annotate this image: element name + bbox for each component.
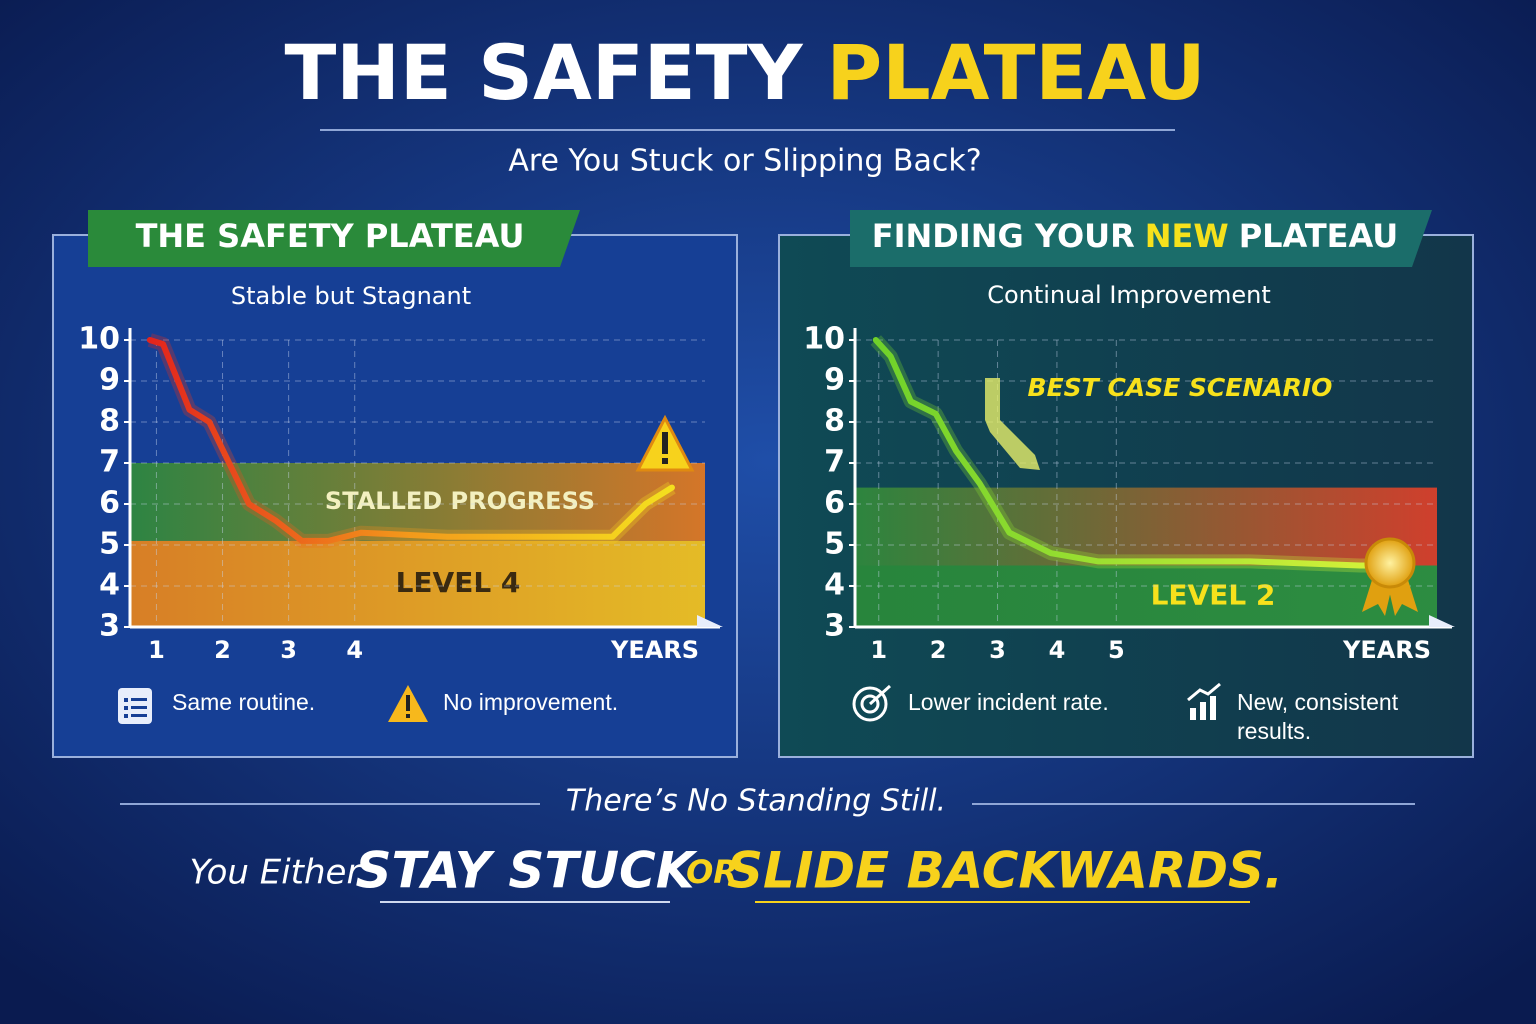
warning-icon [388, 685, 428, 722]
y-tick-label: 10 [78, 322, 120, 357]
target-icon [852, 684, 892, 722]
axis-arrow [697, 615, 723, 627]
line [872, 337, 1393, 569]
title-part: THE SAFETY [284, 28, 803, 117]
line [146, 337, 675, 544]
note: Same routine. [172, 689, 316, 715]
band-label: LEVEL 2 [1151, 578, 1276, 611]
note: Lower incident rate. [908, 689, 1109, 715]
x-axis-label: YEARS [610, 636, 699, 664]
tagline: There’s No Standing Still. [566, 784, 946, 819]
panel-title-part: THE SAFETY PLATEAU [136, 217, 525, 255]
x-tick-label: 1 [148, 636, 165, 664]
annotation: BEST CASE SCENARIO [1028, 373, 1333, 402]
clipboard-icon [118, 688, 152, 724]
y-tick-label: 9 [99, 363, 120, 398]
footer-joiner: OR [686, 853, 738, 891]
panel-banner [850, 210, 1432, 267]
band [130, 463, 705, 541]
note: New, consistent results. [1237, 689, 1399, 744]
footer-lead: You Either [190, 853, 363, 893]
y-tick-label: 4 [99, 568, 120, 603]
y-tick-label: 5 [99, 527, 120, 562]
panel-subtitle: Stable but Stagnant [231, 282, 471, 310]
growth-icon [1187, 682, 1221, 720]
panel-subtitle: Continual Improvement [987, 281, 1271, 309]
y-tick-label: 9 [824, 363, 845, 398]
title: THE SAFETY PLATEAU [284, 28, 1205, 117]
y-tick-label: 4 [824, 568, 845, 603]
y-tick-label: 7 [99, 445, 120, 480]
x-tick-label: 1 [870, 636, 887, 664]
panel-title-part: NEW [1145, 217, 1229, 255]
subtitle: Are You Stuck or Slipping Back? [508, 144, 981, 179]
x-tick-label: 2 [930, 636, 947, 664]
x-tick-label: 2 [214, 636, 231, 664]
y-tick-label: 5 [824, 527, 845, 562]
panel-title: FINDING YOUR NEW PLATEAU [872, 217, 1399, 255]
x-tick-label: 4 [1049, 636, 1066, 664]
x-tick-label: 3 [280, 636, 297, 664]
arrow-icon [985, 378, 1040, 470]
y-tick-label: 7 [824, 445, 845, 480]
band [130, 540, 705, 627]
title-part: PLATEAU [827, 28, 1206, 117]
panel-title-part: PLATEAU [1239, 217, 1399, 255]
panel-banner [88, 210, 580, 267]
x-tick-label: 5 [1108, 636, 1125, 664]
footer-choice: STAY STUCK [356, 842, 698, 900]
x-tick-label: 3 [989, 636, 1006, 664]
y-tick-label: 6 [824, 486, 845, 521]
band [855, 565, 1437, 627]
band-label: STALLED PROGRESS [325, 487, 595, 515]
x-tick-label: 4 [346, 636, 363, 664]
warning-icon [635, 414, 695, 472]
y-tick-label: 8 [824, 404, 845, 439]
panel-title: THE SAFETY PLATEAU [136, 217, 525, 255]
panel-title-part: FINDING YOUR [872, 217, 1135, 255]
y-tick-label: 3 [824, 609, 845, 644]
footer-choice: SLIDE BACKWARDS. [727, 842, 1283, 900]
y-tick-label: 6 [99, 486, 120, 521]
band [855, 487, 1437, 566]
medal-icon [1362, 537, 1418, 616]
y-tick-label: 8 [99, 404, 120, 439]
y-tick-label: 3 [99, 609, 120, 644]
x-axis-label: YEARS [1342, 636, 1431, 664]
note: No improvement. [443, 689, 619, 715]
axis-arrow [1429, 615, 1455, 627]
band-label: LEVEL 4 [396, 566, 521, 599]
y-tick-label: 10 [803, 322, 845, 357]
